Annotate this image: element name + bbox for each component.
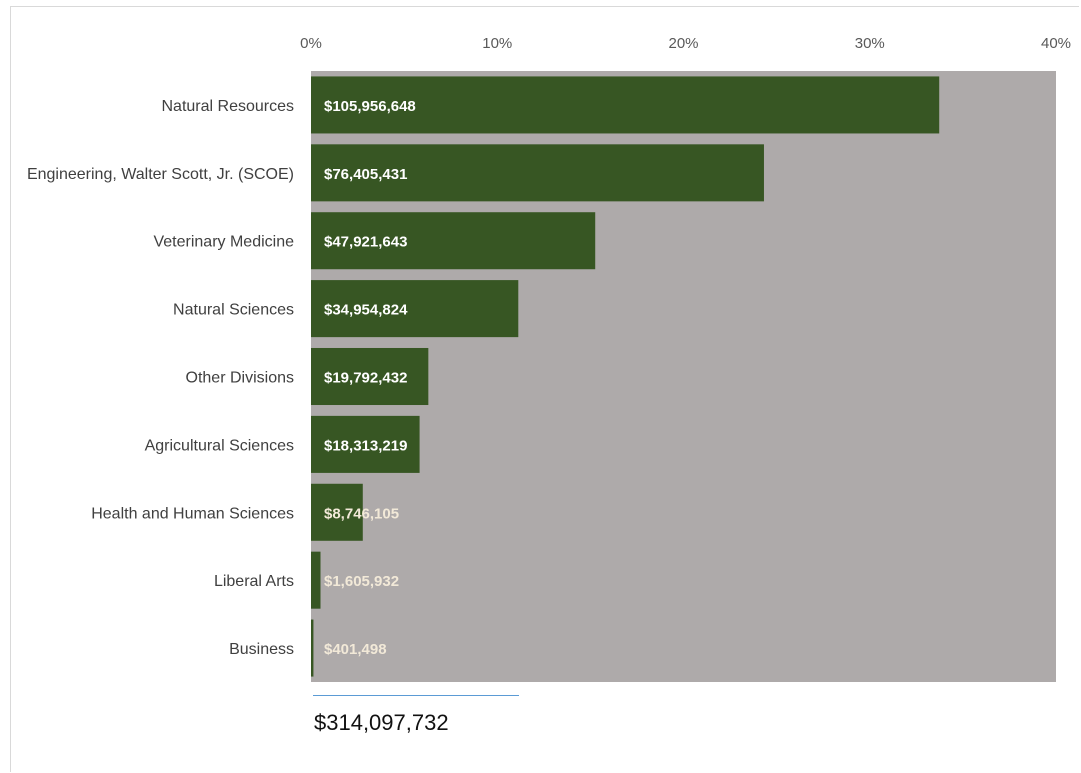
bar — [311, 347, 429, 406]
x-tick-label: 40% — [1041, 35, 1071, 52]
category-label: Agricultural Sciences — [145, 437, 294, 454]
bar — [311, 415, 420, 473]
bar — [311, 76, 940, 134]
data-label: $18,313,219 — [324, 437, 407, 454]
bar — [311, 280, 519, 338]
category-label: Liberal Arts — [214, 573, 294, 590]
total-underline — [313, 695, 519, 696]
chart-frame — [10, 6, 1079, 772]
data-label: $401,498 — [324, 641, 387, 658]
category-label: Other Divisions — [186, 370, 294, 387]
x-tick-label: 20% — [668, 35, 698, 52]
bar — [311, 144, 764, 202]
data-label: $105,956,648 — [324, 98, 416, 115]
category-label: Veterinary Medicine — [153, 234, 294, 251]
x-tick-label: 30% — [855, 35, 885, 52]
x-tick-label: 10% — [482, 35, 512, 52]
category-label: Natural Resources — [162, 98, 295, 115]
data-label: $8,746,105 — [324, 505, 399, 522]
data-label: $34,954,824 — [324, 302, 408, 319]
category-label: Health and Human Sciences — [91, 505, 294, 522]
category-label: Business — [229, 641, 294, 658]
bar — [311, 212, 596, 270]
data-label: $1,605,932 — [324, 573, 399, 590]
category-label: Engineering, Walter Scott, Jr. (SCOE) — [27, 166, 294, 183]
bar — [311, 483, 363, 541]
data-label: $19,792,432 — [324, 370, 407, 387]
data-label: $76,405,431 — [324, 166, 407, 183]
x-tick-label: 0% — [300, 35, 322, 52]
bar — [311, 551, 321, 609]
bar — [311, 619, 314, 677]
category-label: Natural Sciences — [173, 302, 294, 319]
data-label: $47,921,643 — [324, 234, 407, 251]
total-amount: $314,097,732 — [314, 710, 449, 735]
